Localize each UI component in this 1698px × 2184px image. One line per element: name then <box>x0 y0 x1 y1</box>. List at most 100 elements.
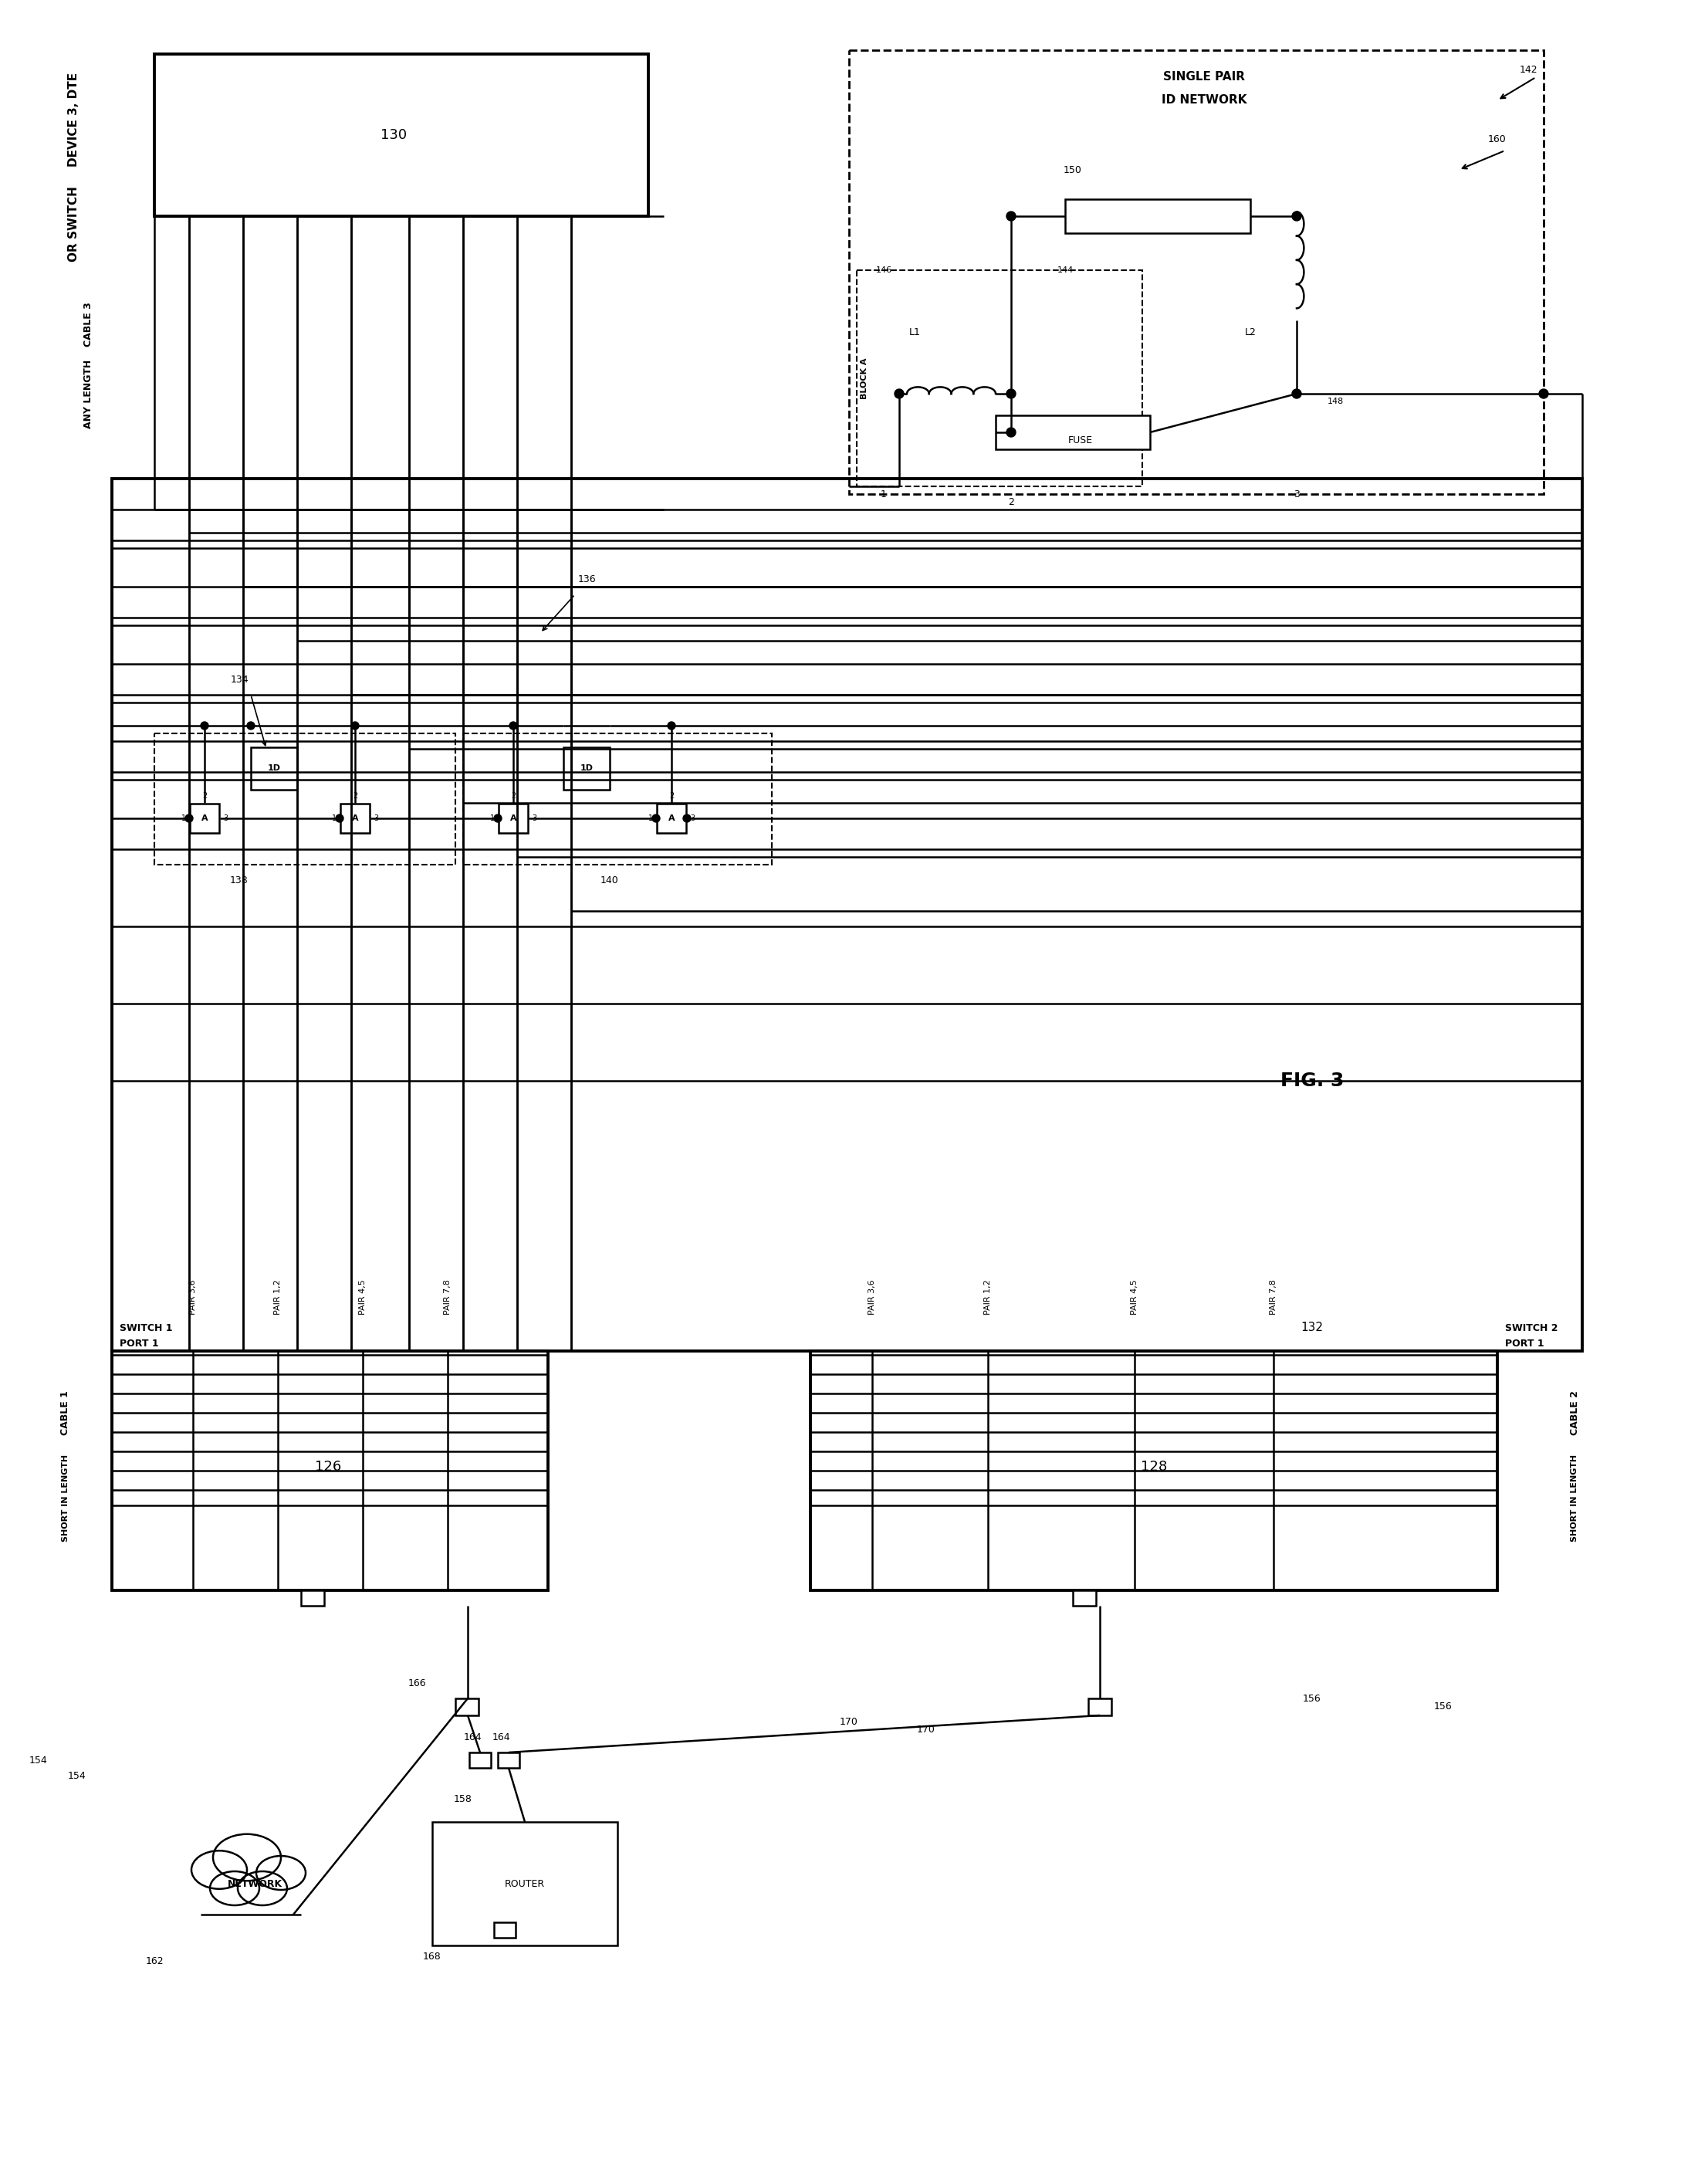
Text: 162: 162 <box>146 1957 163 1966</box>
Text: A: A <box>351 815 358 821</box>
Text: 164: 164 <box>492 1732 509 1743</box>
Ellipse shape <box>192 1852 246 1887</box>
Text: 136: 136 <box>577 574 596 583</box>
Circle shape <box>509 723 518 729</box>
Text: 2: 2 <box>1009 496 1014 507</box>
Circle shape <box>652 815 661 821</box>
Text: 2: 2 <box>511 793 516 799</box>
Text: SWITCH 1: SWITCH 1 <box>119 1324 173 1332</box>
Text: L1: L1 <box>908 328 920 336</box>
Text: DEVICE 3, DTE: DEVICE 3, DTE <box>68 72 80 166</box>
Text: 166: 166 <box>408 1677 426 1688</box>
Text: PAIR 3,6: PAIR 3,6 <box>188 1280 197 1315</box>
Text: CABLE 2: CABLE 2 <box>1569 1391 1579 1435</box>
Bar <box>849 50 1543 494</box>
Text: PAIR 1,2: PAIR 1,2 <box>273 1280 282 1315</box>
Text: 168: 168 <box>423 1952 441 1961</box>
Text: 2: 2 <box>669 793 674 799</box>
Circle shape <box>246 723 255 729</box>
Text: 1: 1 <box>182 815 187 821</box>
Text: 156: 156 <box>1302 1693 1321 1704</box>
Bar <box>499 804 528 832</box>
Bar <box>1065 199 1250 234</box>
Bar <box>251 747 297 791</box>
Text: ROUTER: ROUTER <box>504 1878 545 1889</box>
Circle shape <box>1007 389 1015 397</box>
Circle shape <box>1292 212 1301 221</box>
Bar <box>155 734 455 865</box>
Text: 146: 146 <box>876 266 891 273</box>
Text: 158: 158 <box>453 1793 472 1804</box>
Text: PORT 1: PORT 1 <box>119 1339 158 1348</box>
Text: A: A <box>200 815 207 821</box>
Text: 154: 154 <box>29 1756 48 1765</box>
Circle shape <box>1007 212 1015 221</box>
Circle shape <box>1292 389 1301 397</box>
Text: 130: 130 <box>380 129 408 142</box>
Circle shape <box>667 723 676 729</box>
Text: 140: 140 <box>601 876 618 885</box>
Text: 3: 3 <box>222 815 228 821</box>
Text: SHORT IN LENGTH: SHORT IN LENGTH <box>1571 1455 1579 1542</box>
Text: 3: 3 <box>531 815 537 821</box>
Bar <box>340 804 370 832</box>
Text: 170: 170 <box>841 1717 857 1728</box>
Text: 126: 126 <box>314 1459 341 1474</box>
Text: 144: 144 <box>1056 266 1073 273</box>
Text: 164: 164 <box>464 1732 482 1743</box>
Text: 1: 1 <box>491 815 494 821</box>
Text: 134: 134 <box>231 675 248 684</box>
Text: SINGLE PAIR: SINGLE PAIR <box>1163 72 1245 83</box>
Bar <box>564 747 610 791</box>
Text: 3: 3 <box>374 815 379 821</box>
Text: FIG. 3: FIG. 3 <box>1280 1072 1343 1090</box>
Circle shape <box>1007 428 1015 437</box>
Circle shape <box>494 815 501 821</box>
Text: 3: 3 <box>1294 489 1299 500</box>
Text: 1: 1 <box>331 815 336 821</box>
Text: CABLE 3: CABLE 3 <box>83 301 93 347</box>
Text: PAIR 3,6: PAIR 3,6 <box>868 1280 876 1315</box>
Text: 160: 160 <box>1487 133 1506 144</box>
Text: NETWORK: NETWORK <box>228 1878 282 1889</box>
Circle shape <box>683 815 691 821</box>
Bar <box>301 1590 324 1605</box>
Text: PAIR 7,8: PAIR 7,8 <box>443 1280 452 1315</box>
Text: 148: 148 <box>1328 397 1343 406</box>
Bar <box>857 271 1143 487</box>
Bar <box>112 478 1583 1352</box>
Text: A: A <box>509 815 516 821</box>
Bar <box>464 734 773 865</box>
Text: 156: 156 <box>1435 1701 1452 1710</box>
Bar <box>112 1352 548 1590</box>
Ellipse shape <box>258 1856 304 1889</box>
Text: 170: 170 <box>917 1725 936 1734</box>
Text: ANY LENGTH: ANY LENGTH <box>83 360 93 428</box>
Text: SWITCH 2: SWITCH 2 <box>1504 1324 1559 1332</box>
Text: A: A <box>667 815 674 821</box>
Text: 138: 138 <box>231 876 248 885</box>
Text: 2: 2 <box>353 793 358 799</box>
Text: 154: 154 <box>68 1771 87 1780</box>
Text: 1D: 1D <box>268 764 280 771</box>
Bar <box>498 1752 520 1767</box>
Bar <box>1088 1699 1112 1714</box>
Circle shape <box>351 723 358 729</box>
Text: PAIR 1,2: PAIR 1,2 <box>985 1280 992 1315</box>
Text: ID NETWORK: ID NETWORK <box>1161 94 1246 107</box>
Text: FUSE: FUSE <box>1068 435 1094 446</box>
Text: 142: 142 <box>1520 66 1537 74</box>
Ellipse shape <box>214 1835 280 1880</box>
Text: 2: 2 <box>202 793 207 799</box>
Text: PAIR 4,5: PAIR 4,5 <box>1131 1280 1138 1315</box>
Bar <box>1073 1590 1095 1605</box>
Circle shape <box>895 389 903 397</box>
Bar <box>494 1922 516 1937</box>
Text: 132: 132 <box>1301 1321 1323 1334</box>
Text: PAIR 4,5: PAIR 4,5 <box>358 1280 367 1315</box>
Text: SHORT IN LENGTH: SHORT IN LENGTH <box>61 1455 70 1542</box>
Text: 1: 1 <box>649 815 654 821</box>
Text: OR SWITCH: OR SWITCH <box>68 186 80 262</box>
Text: 150: 150 <box>1063 164 1082 175</box>
Circle shape <box>1538 389 1549 397</box>
